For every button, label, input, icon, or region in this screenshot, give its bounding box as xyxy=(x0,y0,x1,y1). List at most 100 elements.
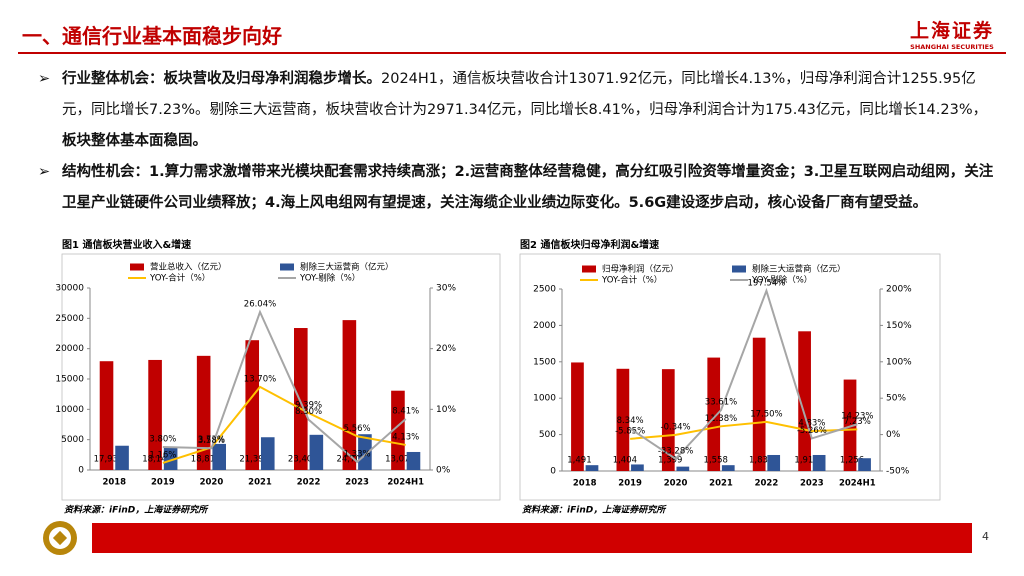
x-tick-label: 2021 xyxy=(709,479,733,489)
bar xyxy=(721,465,735,471)
y-tick-label: 2500 xyxy=(533,285,556,295)
legend-swatch xyxy=(732,265,746,273)
chart-source: 资料来源：iFinD，上海证券研究所 xyxy=(64,505,209,516)
y2-tick-label: 150% xyxy=(886,321,912,331)
y-tick-label: 1500 xyxy=(533,357,556,367)
bar-value-label: 1,919 xyxy=(794,456,818,466)
bullet-text: 2024H1，通信板块营收合计13071.92亿元，同比增长4.13%，归母净利… xyxy=(62,71,988,118)
line-value-label: -33.28% xyxy=(658,446,693,456)
y2-tick-label: 0% xyxy=(886,430,901,440)
y2-tick-label: 10% xyxy=(436,405,456,415)
bar xyxy=(843,379,857,471)
legend-swatch xyxy=(280,263,294,271)
y2-tick-label: 100% xyxy=(886,357,912,367)
line-value-label: 7.23% xyxy=(844,417,871,427)
bar xyxy=(585,465,599,471)
x-tick-label: 2022 xyxy=(297,478,321,488)
bar xyxy=(707,357,721,471)
y-tick-label: 5000 xyxy=(61,435,84,445)
bar-value-label: 1,558 xyxy=(704,456,728,466)
legend-label: 剔除三大运营商（亿元） xyxy=(752,264,846,275)
logo-text: 上海证券 xyxy=(909,20,994,42)
line-value-label: 14.23% xyxy=(841,412,873,422)
logo-text-en: SHANGHAI SECURITIES xyxy=(910,43,994,51)
y-tick-label: 0 xyxy=(550,467,556,477)
y-tick-label: 1000 xyxy=(533,394,556,404)
line xyxy=(630,420,858,440)
page-number: 4 xyxy=(982,530,989,543)
bar xyxy=(858,458,871,471)
bar xyxy=(798,331,811,471)
y2-tick-label: 30% xyxy=(436,284,456,294)
footer-bar xyxy=(92,523,972,553)
bar xyxy=(163,447,178,470)
bar xyxy=(342,320,357,470)
legend-label: 剔除三大运营商（亿元） xyxy=(300,262,394,273)
legend-label: YOY-合计（%） xyxy=(601,275,662,286)
line-value-label: -5.85% xyxy=(615,426,645,436)
x-tick-label: 2021 xyxy=(248,478,272,488)
line-value-label: 8.34% xyxy=(617,416,644,426)
bullet-text: 板块整体基本面稳固。 xyxy=(62,133,207,149)
bar-value-label: 24,706 xyxy=(336,455,366,465)
bar-value-label: 1,404 xyxy=(613,456,637,466)
line-value-label: 4.13% xyxy=(392,432,419,442)
bullet: 结构性机会：1.算力需求激增带来光模块配套需求持续高涨；2.运营商整体经营稳健，… xyxy=(38,157,998,219)
x-tick-label: 2022 xyxy=(755,479,779,489)
title-rule xyxy=(18,52,1006,54)
y-tick-label: 20000 xyxy=(55,344,84,354)
bar xyxy=(358,434,372,470)
line-value-label: -5.26% xyxy=(797,426,827,436)
bar xyxy=(148,359,162,470)
y-tick-label: 30000 xyxy=(55,284,84,294)
x-tick-label: 2018 xyxy=(102,478,126,488)
line-value-label: 3.73% xyxy=(198,435,225,445)
bar xyxy=(99,361,114,470)
line-value-label: 1.33% xyxy=(344,449,371,459)
legend-label: YOY-合计（%） xyxy=(149,273,210,284)
chart-title: 图1 通信板块营业收入&增速 xyxy=(62,238,191,251)
x-tick-label: 2024H1 xyxy=(839,479,876,489)
x-tick-label: 2020 xyxy=(200,478,224,488)
y-tick-label: 500 xyxy=(539,430,556,440)
line-value-label: 1.16% xyxy=(149,450,176,460)
line-value-label: 3.58% xyxy=(198,436,225,446)
line-value-label: 26.04% xyxy=(244,300,276,310)
y2-tick-label: -50% xyxy=(886,467,910,477)
bar xyxy=(115,445,129,470)
line-value-label: 33.61% xyxy=(705,398,737,408)
bar xyxy=(661,369,675,471)
line-value-label: 17.50% xyxy=(750,409,782,419)
bar-value-label: 18,818 xyxy=(191,455,221,465)
chart-source: 资料来源：iFinD，上海证券研究所 xyxy=(522,505,667,516)
legend-label: 营业总收入（亿元） xyxy=(150,262,227,273)
bar xyxy=(616,368,630,471)
bar-value-label: 1,831 xyxy=(749,456,773,466)
chart-frame xyxy=(61,253,501,501)
bar xyxy=(212,443,226,470)
bar xyxy=(812,454,826,471)
line-value-label: 9.39% xyxy=(295,401,322,411)
line-value-label: 13.70% xyxy=(244,374,276,384)
bar xyxy=(391,390,405,470)
bar xyxy=(571,362,584,471)
y2-tick-label: 50% xyxy=(886,394,906,404)
y-tick-label: 15000 xyxy=(55,375,84,385)
line-value-label: 8.41% xyxy=(392,406,419,416)
chart-frame xyxy=(519,253,941,501)
y2-tick-label: 200% xyxy=(886,285,912,295)
slide-title: 一、通信行业基本面稳步向好 xyxy=(22,24,282,48)
line-value-label: 197.54% xyxy=(748,278,786,288)
bar xyxy=(676,466,690,471)
y-tick-label: 25000 xyxy=(55,314,84,324)
x-tick-label: 2019 xyxy=(618,479,642,489)
bar xyxy=(260,437,275,470)
bar xyxy=(631,464,644,471)
bullet-text: 结构性机会：1.算力需求激增带来光模块配套需求持续高涨；2.运营商整体经营稳健，… xyxy=(62,164,994,211)
y-tick-label: 0 xyxy=(78,466,84,476)
y2-tick-label: 20% xyxy=(436,344,456,354)
bullet: 行业整体机会：板块营收及归母净利润稳步增长。2024H1，通信板块营收合计130… xyxy=(38,64,998,157)
bar-value-label: 1,256 xyxy=(840,456,864,466)
